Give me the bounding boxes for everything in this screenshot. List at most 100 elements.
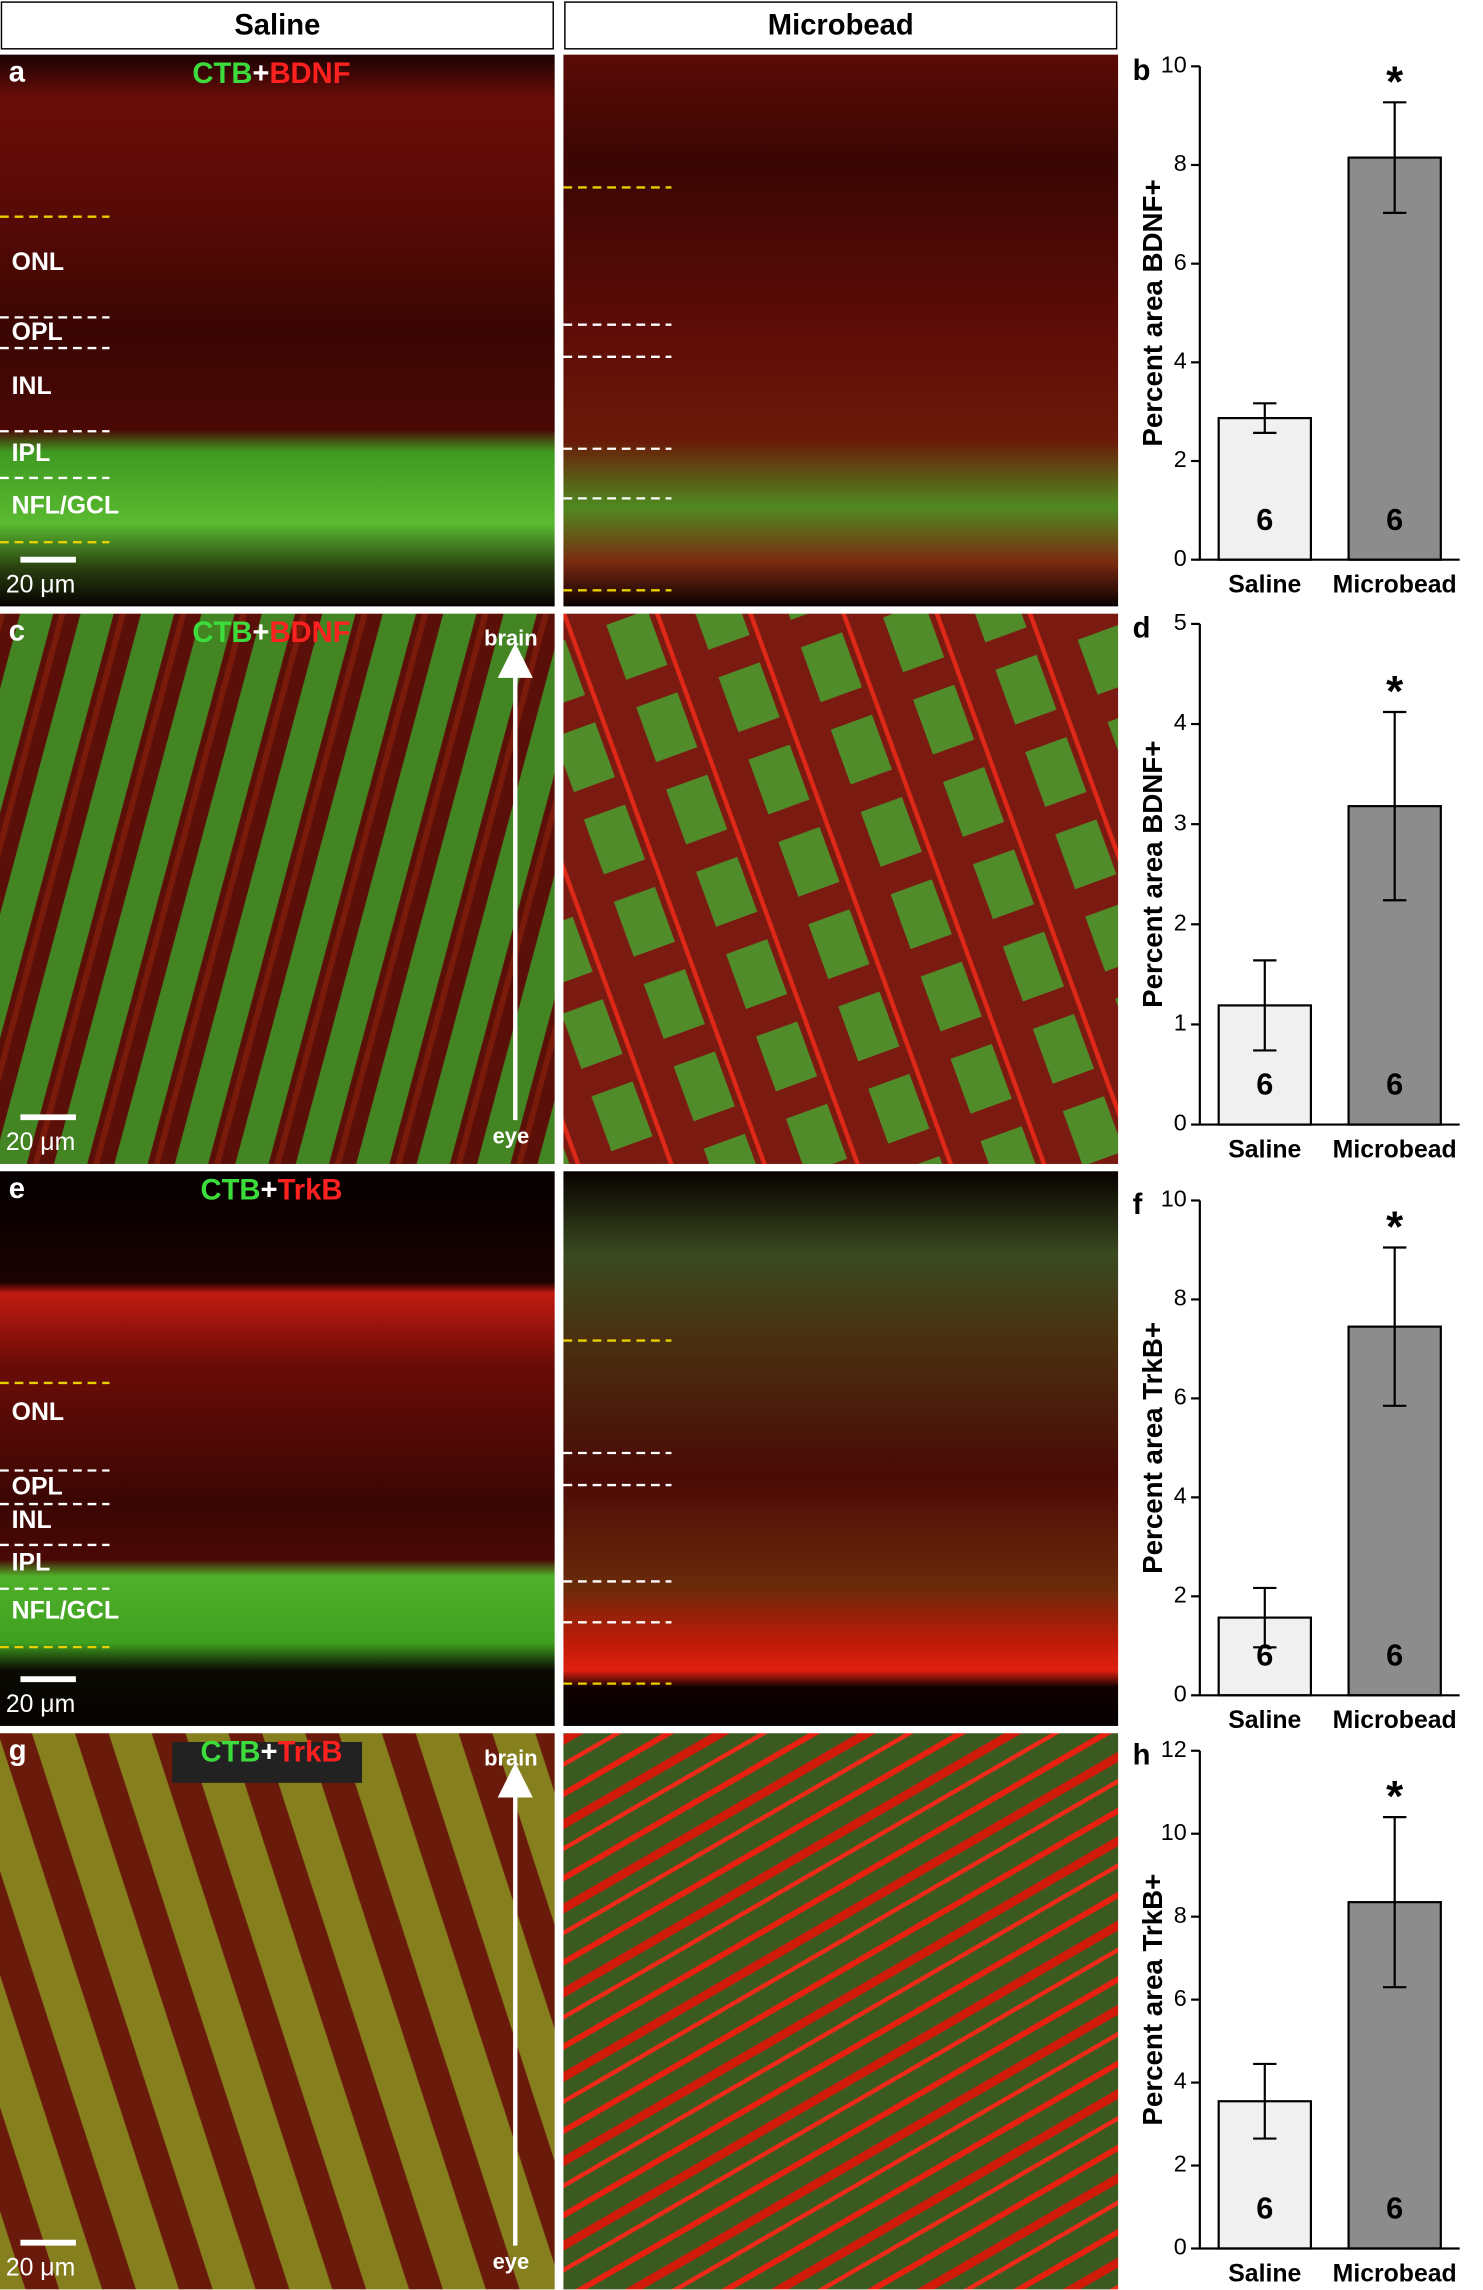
stain-part: + bbox=[261, 1736, 278, 1768]
y-tick-label: 6 bbox=[1174, 1384, 1187, 1410]
header-box bbox=[0, 1, 554, 50]
layer-label: IPL bbox=[12, 1549, 51, 1576]
y-tick-label: 4 bbox=[1174, 2068, 1187, 2094]
stain-part: BDNF bbox=[269, 58, 350, 90]
y-tick-label: 12 bbox=[1161, 1736, 1187, 1762]
n-label: 6 bbox=[1386, 1068, 1403, 1102]
micrograph bbox=[563, 1171, 1119, 1726]
axis bbox=[1198, 1200, 1460, 1697]
y-tick-label: 8 bbox=[1174, 1902, 1187, 1928]
axis bbox=[1198, 1750, 1460, 2250]
micrograph bbox=[563, 1733, 1119, 2290]
panel-letter: e bbox=[9, 1173, 25, 1205]
error-bar bbox=[1253, 959, 1277, 1052]
axis bbox=[1198, 623, 1460, 1126]
layer-label: ONL bbox=[12, 249, 64, 276]
column-header: Saline bbox=[234, 10, 320, 42]
n-label: 6 bbox=[1386, 2192, 1403, 2226]
panel-letter: b bbox=[1133, 55, 1151, 87]
stain-label: CTB+TrkB bbox=[201, 1736, 343, 1768]
x-tick-label: Microbead bbox=[1333, 572, 1457, 599]
layer-label: INL bbox=[12, 373, 52, 400]
scale-label: 20 μm bbox=[6, 1129, 75, 1156]
axis bbox=[1198, 66, 1460, 561]
stain-part: + bbox=[252, 617, 269, 649]
error-bar bbox=[1383, 710, 1407, 902]
panel-letter: c bbox=[9, 615, 25, 647]
bar bbox=[1217, 416, 1312, 561]
scale-label: 20 μm bbox=[6, 1691, 75, 1718]
stain-label: CTB+BDNF bbox=[192, 58, 350, 90]
y-tick-label: 4 bbox=[1174, 709, 1187, 735]
significance-mark: * bbox=[1386, 1203, 1403, 1252]
stain-part: CTB bbox=[201, 1736, 261, 1768]
layer-boundaries bbox=[0, 186, 672, 1685]
y-tick-label: 1 bbox=[1174, 1010, 1187, 1036]
error-bar bbox=[1383, 1816, 1407, 1989]
stain-part: CTB bbox=[192, 617, 252, 649]
y-tick-label: 10 bbox=[1161, 1186, 1187, 1212]
stain-label: CTB+TrkB bbox=[201, 1174, 343, 1206]
n-label: 6 bbox=[1256, 503, 1273, 537]
layer-label: ONL bbox=[12, 1399, 64, 1426]
y-tick-label: 6 bbox=[1174, 249, 1187, 275]
error-bar bbox=[1383, 1246, 1407, 1407]
y-tick-label: 0 bbox=[1174, 1110, 1187, 1136]
micrograph bbox=[563, 54, 1119, 607]
error-bar bbox=[1253, 402, 1277, 434]
layer-label: NFL/GCL bbox=[12, 493, 119, 520]
stain-part: + bbox=[252, 58, 269, 90]
significance-mark: * bbox=[1386, 1772, 1403, 1821]
arrow-label: eye bbox=[493, 1123, 530, 1148]
y-tick-label: 2 bbox=[1174, 2151, 1187, 2177]
stain-part: CTB bbox=[201, 1174, 261, 1206]
panel-letter: d bbox=[1133, 612, 1151, 644]
n-label: 6 bbox=[1256, 1638, 1273, 1672]
y-tick-label: 4 bbox=[1174, 348, 1187, 374]
y-axis-label: Percent area BDNF+ bbox=[1137, 179, 1168, 446]
x-tick-label: Saline bbox=[1228, 1136, 1301, 1163]
y-tick-label: 2 bbox=[1174, 909, 1187, 935]
error-bar bbox=[1253, 2062, 1277, 2140]
micrograph bbox=[0, 54, 555, 607]
layer-label: NFL/GCL bbox=[12, 1598, 119, 1625]
micrograph bbox=[563, 613, 1119, 1164]
stain-part: + bbox=[261, 1174, 278, 1206]
layer-label: IPL bbox=[12, 440, 51, 467]
stain-part: BDNF bbox=[269, 617, 350, 649]
n-label: 6 bbox=[1256, 2192, 1273, 2226]
y-tick-label: 3 bbox=[1174, 809, 1187, 835]
y-tick-label: 8 bbox=[1174, 1285, 1187, 1311]
panel-letter: a bbox=[9, 56, 26, 88]
stain-part: CTB bbox=[192, 58, 252, 90]
header-box bbox=[564, 1, 1118, 50]
layer-label: INL bbox=[12, 1507, 52, 1534]
n-label: 6 bbox=[1386, 503, 1403, 537]
y-axis-label: Percent area TrkB+ bbox=[1137, 1322, 1168, 1574]
y-tick-label: 0 bbox=[1174, 2234, 1187, 2260]
y-tick-label: 2 bbox=[1174, 446, 1187, 472]
y-axis-label: Percent area BDNF+ bbox=[1137, 741, 1168, 1008]
micrographs bbox=[0, 54, 1119, 2290]
x-tick-label: Saline bbox=[1228, 572, 1301, 599]
arrow-label: eye bbox=[493, 2249, 530, 2274]
x-tick-label: Microbead bbox=[1333, 1707, 1457, 1734]
panel-letter: h bbox=[1133, 1739, 1151, 1771]
label-box bbox=[172, 1741, 362, 1783]
x-tick-label: Microbead bbox=[1333, 2260, 1457, 2287]
panel-letter: f bbox=[1133, 1189, 1143, 1221]
micrograph bbox=[0, 1733, 555, 2290]
y-axis-label: Percent area TrkB+ bbox=[1137, 1874, 1168, 2126]
n-label: 6 bbox=[1256, 1068, 1273, 1102]
n-label: 6 bbox=[1386, 1638, 1403, 1672]
micrograph bbox=[0, 613, 555, 1164]
x-tick-label: Saline bbox=[1228, 1707, 1301, 1734]
layer-label: OPL bbox=[12, 319, 63, 346]
x-tick-label: Microbead bbox=[1333, 1136, 1457, 1163]
y-tick-label: 0 bbox=[1174, 1680, 1187, 1706]
panel-letter: g bbox=[9, 1735, 27, 1767]
stain-part: TrkB bbox=[278, 1174, 343, 1206]
significance-mark: * bbox=[1386, 57, 1403, 106]
significance-mark: * bbox=[1386, 667, 1403, 716]
